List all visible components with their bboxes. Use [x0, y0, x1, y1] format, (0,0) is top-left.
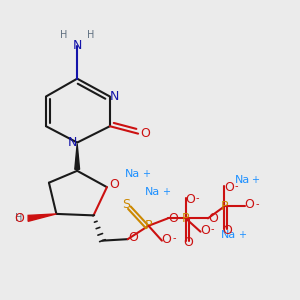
Text: O: O	[208, 212, 218, 225]
Text: H: H	[87, 30, 94, 40]
Text: H: H	[60, 30, 68, 40]
Text: +: +	[238, 230, 246, 240]
Text: P: P	[145, 219, 152, 232]
Text: +: +	[251, 175, 260, 185]
Text: O: O	[185, 193, 195, 206]
Text: -: -	[196, 193, 199, 203]
Text: Na: Na	[145, 187, 160, 196]
Text: -: -	[211, 224, 214, 234]
Text: O: O	[14, 212, 24, 225]
Text: O: O	[222, 224, 232, 237]
Text: O: O	[110, 178, 119, 191]
Text: +: +	[162, 187, 170, 196]
Text: Na: Na	[221, 230, 236, 240]
Text: N: N	[110, 90, 119, 103]
Text: N: N	[68, 136, 77, 149]
Text: O: O	[244, 199, 254, 212]
Text: P: P	[182, 212, 189, 225]
Text: O: O	[200, 224, 210, 237]
Text: Na: Na	[235, 175, 250, 185]
Text: O: O	[184, 236, 194, 249]
Text: -: -	[172, 233, 175, 243]
Text: O: O	[224, 181, 234, 194]
Text: Na: Na	[124, 169, 140, 179]
Polygon shape	[75, 144, 80, 169]
Text: P: P	[220, 200, 228, 213]
Text: O: O	[141, 127, 151, 140]
Polygon shape	[28, 214, 56, 221]
Text: +: +	[142, 169, 149, 179]
Text: O: O	[161, 233, 171, 246]
Text: H: H	[15, 213, 22, 224]
Text: S: S	[122, 199, 130, 212]
Text: N: N	[73, 40, 82, 52]
Text: -: -	[234, 181, 238, 191]
Text: -: -	[255, 199, 259, 209]
Text: O: O	[168, 212, 178, 225]
Text: O: O	[129, 231, 139, 244]
